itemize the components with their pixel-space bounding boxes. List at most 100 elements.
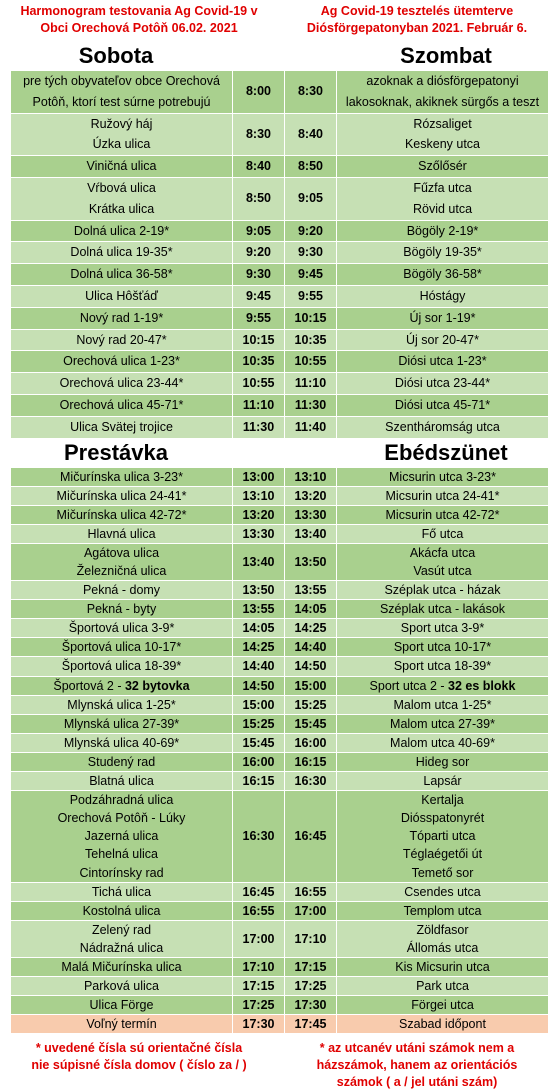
street-sk: Vŕbová ulica Krátka ulica bbox=[10, 176, 233, 221]
street-line: Mlynská ulica 27-39* bbox=[63, 716, 180, 731]
end-time: 16:15 bbox=[284, 751, 337, 773]
street-line: Malom utca 27-39* bbox=[390, 716, 495, 731]
street-sk: Podzáhradná ulica Orechová Potôň - Lúky Ja… bbox=[10, 790, 233, 883]
time: 14:05 bbox=[294, 602, 327, 617]
street-hu: Förgei utca bbox=[336, 995, 549, 1016]
street-hu: Lapsár bbox=[336, 771, 549, 792]
street-line: Bögöly 2-19* bbox=[406, 223, 479, 238]
street-sk: Športová ulica 10-17* bbox=[10, 637, 233, 658]
street-line: Nádražná ulica bbox=[79, 940, 164, 955]
street-line: Pekná - byty bbox=[86, 602, 157, 617]
street-sk: Mlynská ulica 40-69* bbox=[10, 732, 233, 753]
heading-hu: Ebédszünet bbox=[384, 439, 508, 465]
start-time: 15:45 bbox=[232, 732, 285, 753]
start-time: 9:20 bbox=[232, 241, 285, 265]
time: 10:35 bbox=[242, 354, 275, 369]
start-time: 15:25 bbox=[232, 713, 285, 734]
end-time: 9:20 bbox=[284, 219, 337, 243]
schedule-row: Blatná ulica 16:15 16:30 Lapsár bbox=[10, 771, 549, 792]
time: 13:55 bbox=[242, 602, 275, 617]
time: 10:15 bbox=[242, 332, 275, 347]
time: 16:15 bbox=[242, 774, 275, 789]
time: 17:25 bbox=[242, 998, 275, 1013]
start-time: 14:05 bbox=[232, 618, 285, 639]
street-line: Viničná ulica bbox=[86, 159, 157, 174]
street-line: Cintorínsky rad bbox=[79, 865, 164, 880]
street-line: Orechová ulica 23-44* bbox=[59, 376, 184, 391]
schedule-row: Športová ulica 3-9* 14:05 14:25 Sport utca … bbox=[10, 618, 549, 639]
end-time: 16:55 bbox=[284, 881, 337, 902]
street-hu: Bögöly 19-35* bbox=[336, 241, 549, 265]
street-line: Bögöly 19-35* bbox=[403, 245, 482, 260]
schedule-row: Parková ulica 17:15 17:25 Park utca bbox=[10, 976, 549, 997]
street-line: Új sor 1-19* bbox=[409, 310, 476, 325]
time: 10:15 bbox=[294, 310, 327, 325]
footer-line: számok ( a / jel utáni szám) bbox=[336, 1075, 498, 1090]
schedule-row: Tichá ulica 16:45 16:55 Csendes utca bbox=[10, 881, 549, 902]
street-hu: Sport utca 18-39* bbox=[336, 656, 549, 677]
time: 8:50 bbox=[245, 191, 272, 206]
schedule-row: Dolná ulica 36-58* 9:30 9:45 Bögöly 36-58* bbox=[10, 263, 549, 286]
start-time: 10:55 bbox=[232, 372, 285, 395]
time: 17:00 bbox=[294, 903, 327, 918]
street-sk: Kostolná ulica bbox=[10, 900, 233, 921]
schedule-table: Mičurínska ulica 3-23* 13:00 13:10 Micsurin… bbox=[10, 466, 549, 1035]
time: 15:45 bbox=[242, 735, 275, 750]
time: 17:10 bbox=[242, 959, 275, 974]
heading-hu: Szombat bbox=[400, 43, 492, 68]
time: 11:30 bbox=[242, 419, 275, 434]
street-sk: Mlynská ulica 1-25* bbox=[10, 694, 233, 715]
time: 14:50 bbox=[294, 659, 327, 674]
street-line: Lapsár bbox=[423, 774, 462, 789]
street-line: Keskeny utca bbox=[404, 137, 481, 152]
street-line: Dolná ulica 2-19* bbox=[73, 223, 170, 238]
street-line: Állomás utca bbox=[406, 940, 479, 955]
street-hu: Micsurin utca 3-23* bbox=[336, 466, 549, 487]
start-time: 13:40 bbox=[232, 542, 285, 582]
street-line: Tehelná ulica bbox=[85, 847, 158, 862]
street-sk: Pekná - byty bbox=[10, 599, 233, 620]
time: 16:55 bbox=[242, 903, 275, 918]
footer-line: nie súpisné čísla domov ( číslo za / ) bbox=[31, 1058, 247, 1073]
street-line: Micsurin utca 3-23* bbox=[389, 469, 496, 484]
street-sk: Mičurínska ulica 24-41* bbox=[10, 485, 233, 506]
header-line: Diósförgepatonyban 2021. Február 6. bbox=[306, 21, 528, 35]
schedule-row: Pekná - domy 13:50 13:55 Széplak utca - ház… bbox=[10, 580, 549, 601]
time: 13:30 bbox=[242, 526, 275, 541]
street-line: Športová ulica 18-39* bbox=[61, 659, 182, 674]
end-time: 16:00 bbox=[284, 732, 337, 753]
street-line: Dolná ulica 36-58* bbox=[70, 267, 173, 282]
schedule-row: Studený rad 16:00 16:15 Hideg sor bbox=[10, 751, 549, 773]
time: 14:05 bbox=[242, 621, 275, 636]
street-sk: Ulica Svätej trojice bbox=[10, 415, 233, 439]
start-time: 17:00 bbox=[232, 919, 285, 958]
street-line: Mlynská ulica 40-69* bbox=[63, 735, 180, 750]
street-hu: Új sor 1-19* bbox=[336, 306, 549, 330]
street-line: Železničná ulica bbox=[76, 564, 167, 579]
time: 14:50 bbox=[242, 678, 275, 693]
start-time: 13:10 bbox=[232, 485, 285, 506]
start-time: 13:20 bbox=[232, 504, 285, 525]
end-time: 9:30 bbox=[284, 241, 337, 265]
street-hu: Csendes utca bbox=[336, 881, 549, 902]
street-sk: Orechová ulica 45-71* bbox=[10, 393, 233, 417]
schedule-row: Športová 2 - 32 bytovka 14:50 15:00 Sport u… bbox=[10, 675, 549, 696]
time: 13:55 bbox=[294, 583, 327, 598]
time: 15:45 bbox=[294, 716, 327, 731]
start-time: 14:40 bbox=[232, 656, 285, 677]
street-hu: Malom utca 27-39* bbox=[336, 713, 549, 734]
street-line: Micsurin utca 42-72* bbox=[385, 507, 500, 522]
street-line: Jazerná ulica bbox=[84, 829, 159, 844]
start-time: 15:00 bbox=[232, 694, 285, 715]
time: 16:30 bbox=[242, 829, 275, 844]
street-sk: Ulica Förge bbox=[10, 995, 233, 1016]
end-time: 9:45 bbox=[284, 263, 337, 286]
street-line: Mičurínska ulica 42-72* bbox=[56, 507, 187, 522]
end-time: 14:25 bbox=[284, 618, 337, 639]
start-time: 13:30 bbox=[232, 523, 285, 544]
schedule: Sobota Szombat pre tých obyvateľov obce Or… bbox=[0, 42, 556, 1035]
street-hu: Hideg sor bbox=[336, 751, 549, 773]
start-time: 9:45 bbox=[232, 284, 285, 308]
street-line: Ulica Förge bbox=[89, 998, 154, 1013]
